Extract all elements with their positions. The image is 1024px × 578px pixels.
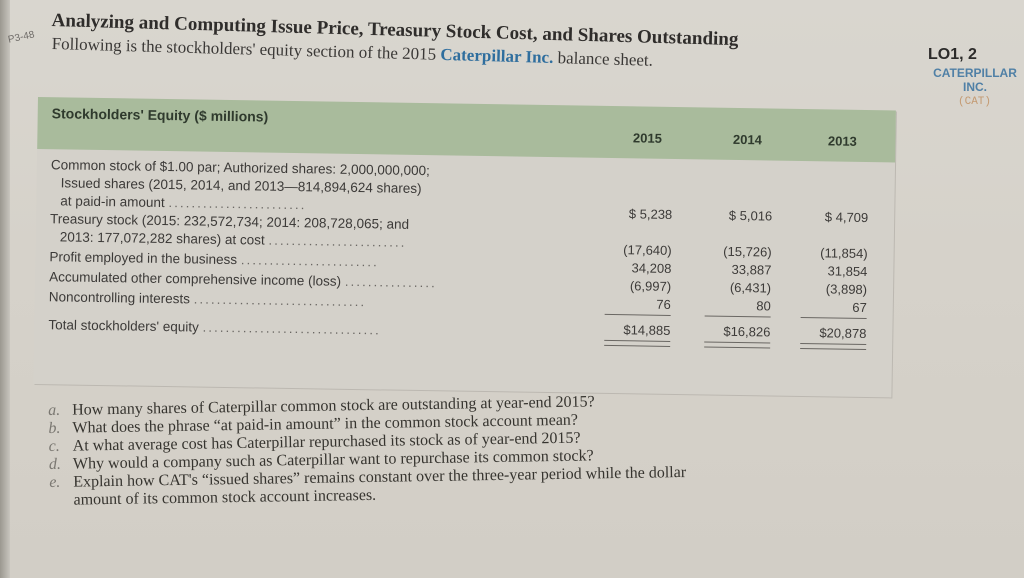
value-aoci-2014: (6,431) [729,279,772,296]
year-2013-header: 2013 [827,133,857,149]
learning-objectives: LO1, 2 [928,46,977,63]
problem-number: P3-48 [7,29,36,46]
company-line-2: INC. [963,80,987,94]
value-aoci-2015: (6,997) [629,278,672,294]
intro-suffix: balance sheet. [553,48,654,70]
table-row-total: Total stockholders' equity .............… [48,317,381,338]
value-treasury-2015: (17,640) [623,242,672,258]
table-row-aoci: Accumulated other comprehensive income (… [49,269,437,291]
value-profit-2015: 34,208 [631,260,672,276]
company-name: CATERPILLAR INC. [920,66,1024,94]
value-common-2015: $ 5,238 [628,206,673,222]
table-row-profit-employed: Profit employed in the business ........… [49,249,379,270]
table-row-treasury-line2: 2013: 177,072,282 shares) at cost ......… [59,229,407,250]
page-binding-edge [0,0,10,578]
company-line-1: CATERPILLAR [933,66,1017,80]
value-noncontrolling-2014: 80 [756,298,771,314]
table-row-noncontrolling: Noncontrolling interests ...............… [48,289,367,310]
table-row-common-stock-line2: Issued shares (2015, 2014, and 2013—814,… [60,175,422,197]
total-double-rule-2015 [604,339,671,347]
question-list: a. How many shares of Caterpillar common … [48,393,686,510]
table-row-treasury-line1: Treasury stock (2015: 232,572,734; 2014:… [49,211,410,232]
value-profit-2014: 33,887 [731,261,772,278]
value-profit-2013: 31,854 [827,263,868,280]
year-2014-header: 2014 [732,131,762,148]
value-total-2014: $16,826 [723,323,771,340]
value-total-2015: $14,885 [623,322,671,338]
value-noncontrolling-2013: 67 [852,299,867,316]
equity-table: Stockholders' Equity ($ millions) 2015 2… [33,97,896,398]
leader-dots: ........................ [168,195,307,213]
subtotal-rule-2015 [604,313,671,316]
value-common-2014: $ 5,016 [728,207,773,224]
total-double-rule-2013 [800,343,867,351]
subtotal-rule-2013 [800,317,867,320]
total-double-rule-2014 [704,341,771,349]
subtotal-rule-2014 [704,315,771,318]
value-common-2013: $ 4,709 [824,209,869,226]
company-ticker: (CAT) [958,96,992,108]
table-header-label: Stockholders' Equity ($ millions) [51,105,269,125]
table-row-common-stock-line3: at paid-in amount ......................… [60,193,307,213]
value-treasury-2013: (11,854) [820,245,868,262]
table-row-common-stock-line1: Common stock of $1.00 par; Authorized sh… [50,157,430,179]
value-aoci-2013: (3,898) [825,281,868,298]
value-total-2013: $20,878 [819,325,867,342]
value-noncontrolling-2015: 76 [656,296,671,312]
intro-company: Caterpillar Inc. [440,44,554,68]
year-2015-header: 2015 [632,130,662,146]
value-treasury-2014: (15,726) [723,243,772,260]
table-header: Stockholders' Equity ($ millions) 2015 2… [37,97,896,163]
